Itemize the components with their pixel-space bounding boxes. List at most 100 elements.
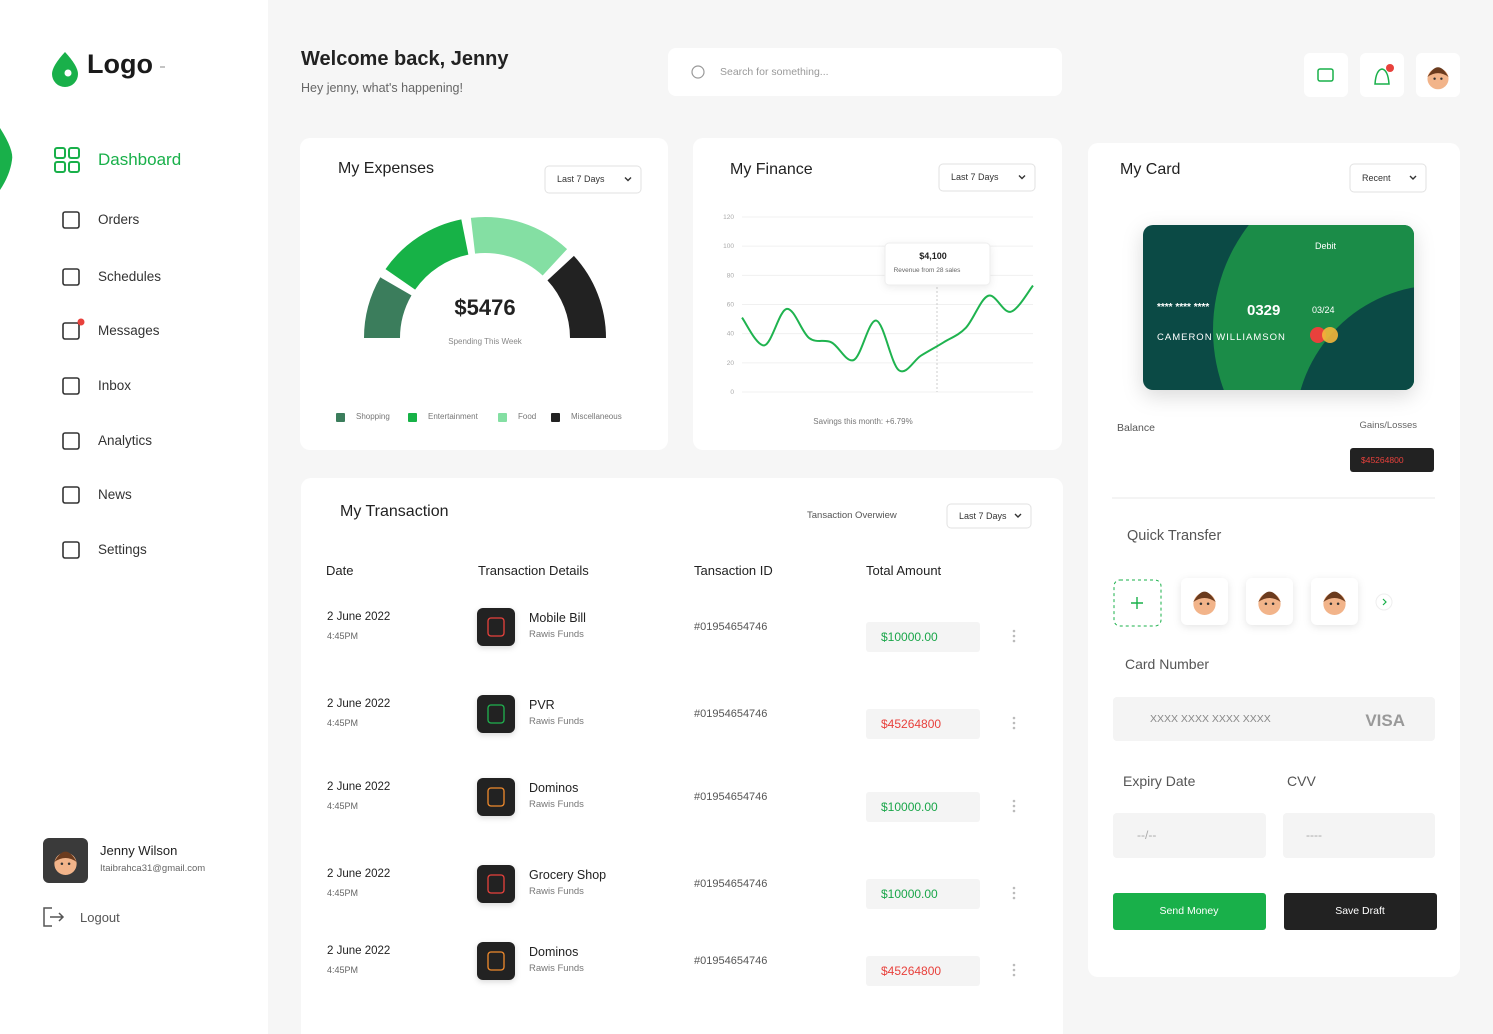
row-menu-dot[interactable] [1012, 629, 1016, 633]
input-placeholder: --/-- [1137, 828, 1157, 842]
filter-dropdown[interactable] [1349, 163, 1427, 193]
legend-label: Entertainment [428, 412, 478, 421]
filter-dropdown[interactable] [544, 165, 642, 194]
card-logo [1310, 327, 1326, 343]
row-menu-dot[interactable] [1012, 716, 1016, 720]
y-tick-label: 120 [723, 214, 734, 221]
avatar-eye [60, 862, 64, 866]
row-menu-dot[interactable] [1012, 634, 1016, 638]
row-menu-dot[interactable] [1012, 721, 1016, 725]
field-label: Card Number [1125, 656, 1210, 672]
row-icon-bg [477, 942, 515, 980]
menu-item[interactable]: Dashboard [98, 149, 182, 169]
menu-item[interactable]: Schedules [98, 269, 162, 285]
row-time: 4:45PM [327, 630, 359, 641]
row-icon [487, 617, 505, 637]
row-menu-dot[interactable] [1012, 896, 1016, 900]
button-label[interactable]: Send Money [1159, 904, 1219, 917]
draft-button[interactable] [1284, 893, 1437, 930]
row-id: #01954654746 [694, 707, 768, 720]
row-date: 2 June 2022 [327, 611, 391, 624]
input-placeholder: ---- [1306, 828, 1322, 842]
menu-item[interactable]: Orders [98, 212, 140, 228]
filter-label: Last 7 Days [557, 174, 605, 184]
row-name: Dominos [529, 944, 579, 959]
logout-icon [43, 907, 65, 927]
row-icon-bg [477, 865, 515, 903]
avatar-eye [1271, 602, 1275, 606]
cvv-input[interactable] [1283, 813, 1435, 858]
expiry-input[interactable] [1113, 813, 1266, 858]
field-label: CVV [1287, 773, 1316, 789]
search-placeholder[interactable]: Search for something... [720, 65, 829, 78]
row-menu-dot[interactable] [1012, 968, 1016, 972]
menu-item[interactable]: News [98, 487, 132, 503]
row-icon [487, 787, 505, 807]
menu-icon [62, 541, 80, 559]
y-tick-label: 0 [730, 389, 734, 396]
row-time: 4:45PM [327, 800, 359, 811]
plus-icon [1131, 597, 1143, 609]
row-menu-dot[interactable] [1012, 963, 1016, 967]
column-header: Transaction Details [478, 562, 589, 578]
row-date: 2 June 2022 [327, 868, 391, 881]
legend-label: Shopping [356, 412, 390, 421]
bell-icon [1374, 68, 1390, 85]
add-recipient[interactable] [1113, 579, 1162, 627]
menu-item[interactable]: Messages [98, 323, 160, 339]
button-label[interactable]: Save Draft [1335, 904, 1385, 917]
logo-mark [52, 52, 78, 87]
menu-icon [62, 432, 80, 450]
avatar-eye [1433, 77, 1436, 80]
row-menu-dot[interactable] [1012, 799, 1016, 803]
row-id: #01954654746 [694, 790, 768, 803]
row-date: 2 June 2022 [327, 945, 391, 958]
header-button[interactable] [1360, 53, 1404, 97]
card-number-input[interactable] [1113, 697, 1435, 741]
row-amount: $10000.00 [881, 800, 938, 814]
next-button[interactable] [1375, 593, 1393, 611]
menu-item[interactable]: Analytics [98, 433, 153, 449]
logo-text: Logo [87, 48, 153, 79]
row-source: Rawis Funds [529, 716, 584, 728]
logout[interactable]: Logout [80, 909, 120, 925]
search-box[interactable] [668, 48, 1062, 96]
transaction-panel [301, 478, 1063, 1034]
row-menu-dot[interactable] [1012, 973, 1016, 977]
avatar-eye [1199, 602, 1203, 606]
row-menu-dot[interactable] [1012, 639, 1016, 643]
avatar-hair [1427, 67, 1449, 77]
amount-box [866, 792, 980, 822]
row-menu-dot[interactable] [1012, 804, 1016, 808]
menu-item[interactable]: Inbox [98, 378, 132, 394]
sidebar-accent [0, 128, 13, 190]
menu-item[interactable]: Settings [98, 542, 147, 558]
filter-dropdown[interactable] [938, 163, 1036, 192]
row-menu-dot[interactable] [1012, 886, 1016, 890]
section-title: Quick Transfer [1127, 527, 1222, 544]
chevron [1018, 175, 1026, 180]
row-name: Grocery Shop [529, 867, 607, 882]
finance-panel [693, 138, 1062, 450]
legend-label: Food [518, 412, 537, 421]
menu-icon [68, 147, 80, 159]
page-title: Welcome back, Jenny [301, 48, 509, 70]
row-menu-dot[interactable] [1012, 726, 1016, 730]
message-icon [1317, 68, 1334, 82]
input-placeholder: XXXX XXXX XXXX XXXX [1150, 712, 1271, 725]
header-button[interactable] [1304, 53, 1348, 97]
card-holder: CAMERON WILLIAMSON [1157, 332, 1286, 344]
filter-dropdown[interactable] [946, 503, 1032, 529]
avatar-hair [1193, 591, 1216, 602]
gains-label: Gains/Losses [1359, 420, 1417, 432]
send-button[interactable] [1113, 893, 1266, 930]
field-label: Expiry Date [1123, 773, 1196, 789]
gains-badge [1350, 448, 1434, 472]
annotation-value: $4,100 [919, 250, 947, 261]
filter-label: Last 7 Days [959, 510, 1007, 521]
row-menu-dot[interactable] [1012, 891, 1016, 895]
amount-box [866, 709, 980, 739]
row-menu-dot[interactable] [1012, 809, 1016, 813]
row-source: Rawis Funds [529, 629, 584, 641]
